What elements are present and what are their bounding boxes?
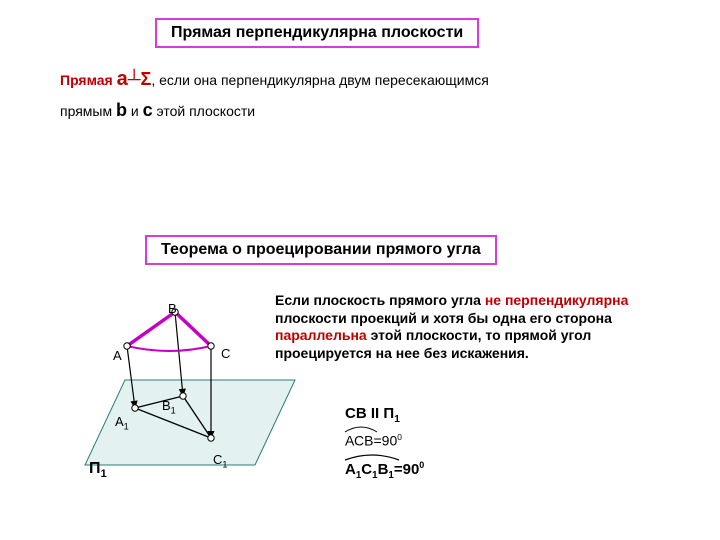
label-c1: С1	[213, 452, 227, 470]
label-b1: В1	[162, 398, 176, 416]
label-a: А	[113, 348, 122, 363]
relation-acb-90: АСВ=900	[345, 432, 402, 449]
title-theorem-text: Теорема о проецировании прямого угла	[145, 235, 497, 265]
point-c	[208, 343, 214, 349]
point-b1	[180, 393, 186, 399]
point-a	[124, 343, 130, 349]
definition-line-2: прямым b и с этой плоскости	[60, 100, 255, 121]
point-c1	[208, 435, 214, 441]
relation-a1c1b1-90: А1С1В1=900	[345, 460, 424, 481]
title-perpendicular-text: Прямая перпендикулярна плоскости	[155, 18, 479, 48]
label-p1: П1	[89, 460, 107, 480]
title-perpendicular: Прямая перпендикулярна плоскости	[155, 18, 479, 48]
point-a1	[132, 405, 138, 411]
label-c: С	[221, 346, 230, 361]
relation-cb-parallel-p1: СВ ΙΙ П1	[345, 405, 400, 425]
definition-line-1: Прямая а┴Σ, если она перпендикулярна дву…	[60, 68, 489, 91]
title-theorem: Теорема о проецировании прямого угла	[145, 235, 497, 265]
label-b: В	[168, 301, 177, 316]
projection-diagram: А В С А1 В1 С1 П1	[55, 290, 305, 515]
theorem-text: Если плоскость прямого угла не перпендик…	[275, 292, 628, 362]
label-a1: А1	[115, 414, 129, 432]
